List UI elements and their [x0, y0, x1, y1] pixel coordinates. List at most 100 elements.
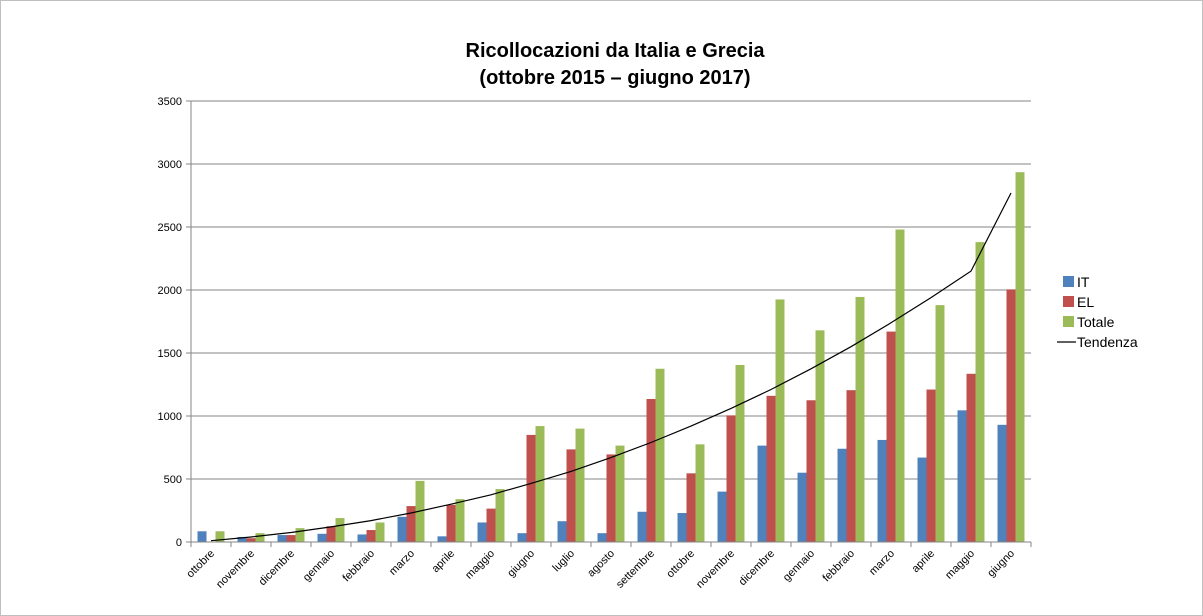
- bar-el: [766, 395, 776, 542]
- y-tick-label: 1500: [158, 348, 182, 360]
- x-category-label: marzo: [387, 548, 417, 578]
- x-category-label: aprile: [910, 548, 938, 576]
- bar-totale: [295, 528, 305, 542]
- x-category-label: settembre: [614, 548, 657, 591]
- bar-el: [646, 398, 656, 542]
- legend-label-totale: Totale: [1077, 314, 1115, 330]
- bar-it: [957, 410, 967, 542]
- legend-label-it: IT: [1077, 274, 1090, 290]
- x-category-label: agosto: [585, 548, 617, 580]
- bar-totale: [495, 489, 505, 542]
- y-tick-label: 500: [164, 474, 182, 486]
- bar-totale: [255, 533, 265, 542]
- bar-el: [686, 473, 696, 542]
- y-tick-label: 0: [176, 537, 182, 549]
- bar-it: [197, 531, 207, 542]
- bar-totale: [455, 499, 465, 542]
- x-category-label: giugno: [985, 548, 1017, 580]
- bar-it: [917, 457, 927, 542]
- x-category-label: febbraio: [821, 548, 858, 585]
- bar-el: [846, 390, 856, 542]
- bar-it: [397, 516, 407, 542]
- y-tick-label: 3000: [158, 159, 182, 171]
- x-category-label: maggio: [463, 548, 497, 582]
- bar-it: [797, 472, 807, 542]
- bar-totale: [375, 522, 385, 542]
- axes: [190, 101, 1032, 547]
- bar-totale: [335, 518, 345, 542]
- bars: [197, 172, 1025, 542]
- bar-it: [557, 521, 567, 542]
- bar-el: [566, 449, 576, 542]
- bar-totale: [655, 368, 665, 542]
- bar-totale: [1015, 172, 1025, 542]
- legend-swatch-it: [1063, 276, 1074, 287]
- bar-el: [526, 434, 536, 542]
- bar-el: [886, 331, 896, 542]
- chart-title-line-1: Ricollocazioni da Italia e Grecia: [466, 40, 766, 62]
- x-category-label: giugno: [505, 548, 537, 580]
- x-category-label: dicembre: [737, 548, 777, 588]
- bar-it: [677, 513, 687, 542]
- bar-el: [806, 400, 816, 542]
- x-category-label: aprile: [430, 548, 458, 576]
- y-tick-label: 1000: [158, 411, 182, 423]
- bar-it: [637, 511, 647, 542]
- bar-totale: [935, 305, 945, 542]
- bar-el: [606, 454, 616, 542]
- bar-totale: [735, 364, 745, 542]
- y-axis-ticks: 0 500 1000 1500 2000 2500 3000 3500: [158, 96, 191, 549]
- legend-swatch-totale: [1063, 316, 1074, 327]
- bar-el: [726, 415, 736, 542]
- bar-it: [317, 533, 327, 542]
- y-tick-label: 3500: [158, 96, 182, 108]
- x-category-label: novembre: [214, 548, 257, 591]
- bar-it: [717, 491, 727, 542]
- bar-it: [437, 536, 447, 542]
- trend-polyline: [210, 192, 1012, 542]
- bar-el: [246, 538, 256, 542]
- bar-el: [1006, 289, 1016, 542]
- bar-totale: [775, 299, 785, 542]
- trend-line: [210, 192, 1012, 542]
- bar-it: [517, 533, 527, 542]
- bar-el: [966, 373, 976, 542]
- y-tick-label: 2500: [158, 222, 182, 234]
- bar-it: [237, 536, 247, 542]
- x-category-label: luglio: [550, 548, 577, 575]
- bar-totale: [575, 428, 585, 542]
- bar-totale: [895, 229, 905, 542]
- y-tick-label: 2000: [158, 285, 182, 297]
- bar-it: [877, 439, 887, 542]
- x-category-label: ottobre: [184, 548, 217, 581]
- x-category-label: gennaio: [301, 548, 337, 584]
- bar-it: [997, 424, 1007, 542]
- bar-totale: [535, 426, 545, 542]
- x-category-label: maggio: [943, 548, 977, 582]
- x-category-label: novembre: [694, 548, 737, 591]
- bar-el: [926, 389, 936, 542]
- bar-el: [286, 535, 296, 542]
- bar-el: [406, 506, 416, 542]
- legend-swatch-el: [1063, 296, 1074, 307]
- bar-it: [597, 533, 607, 542]
- bar-it: [357, 534, 367, 542]
- bar-it: [277, 535, 287, 542]
- legend-label-el: EL: [1077, 294, 1094, 310]
- bar-totale: [855, 296, 865, 542]
- x-category-label: gennaio: [781, 548, 817, 584]
- bar-totale: [695, 444, 705, 542]
- bar-totale: [975, 242, 985, 542]
- bar-it: [477, 522, 487, 542]
- x-category-label: febbraio: [341, 548, 378, 585]
- legend-label-tendenza: Tendenza: [1077, 334, 1138, 350]
- bar-totale: [615, 445, 625, 542]
- x-category-label: dicembre: [257, 548, 297, 588]
- chart-title-line-2: (ottobre 2015 – giugno 2017): [479, 67, 750, 89]
- bar-el: [486, 508, 496, 542]
- x-category-label: ottobre: [664, 548, 697, 581]
- bar-it: [837, 448, 847, 542]
